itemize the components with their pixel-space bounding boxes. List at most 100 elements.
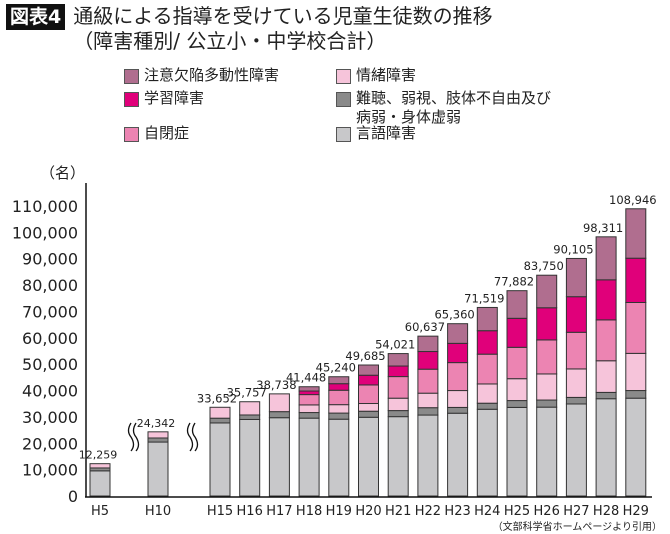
legend-label: 学習障害 [144,89,205,107]
total-label: 60,637 [405,320,445,334]
total-label: 35,757 [227,386,267,400]
legend-item-adhd: 注意欠陥多動性障害 [124,66,279,85]
x-tick-label: H17 [266,504,292,519]
bar-segment-H27-3 [565,331,587,370]
y-tick-label: 20,000 [22,434,78,453]
bar-segment-H28-5 [595,236,617,281]
bar-segment-H27-4 [565,296,587,333]
total-label: 12,259 [79,449,118,462]
bar-segment-H28-2 [595,360,617,393]
total-label: 65,360 [434,308,474,322]
bar-segment-H23-0 [447,412,469,497]
y-tick-label: 60,000 [22,329,78,348]
bar-segment-H16-1 [239,414,261,420]
legend-label-line1: 難聴、弱視、肢体不自由及び [356,89,552,107]
bar-segment-H22-3 [417,368,439,394]
bar-segment-H23-3 [447,362,469,392]
x-tick-label: H29 [623,504,649,519]
legend-swatch [336,127,351,142]
x-tick-label: H10 [145,504,171,519]
bar-segment-H22-5 [417,335,439,353]
bar-segment-H29-5 [625,208,647,259]
y-tick-label: 110,000 [12,197,78,216]
x-tick-label: H22 [415,504,441,519]
bar-segment-H25-4 [506,317,528,348]
bar-segment-H20-4 [358,374,379,386]
bar-segment-H26-0 [536,406,558,497]
x-tick-label: H28 [593,504,619,519]
legend: 注意欠陥多動性障害 情緒障害 学習障害 難聴、弱視、肢体不自由及び 病弱・身体虚弱… [124,66,604,156]
total-label: 71,519 [464,291,504,305]
bar-segment-H18-2 [298,404,320,414]
bar-segment-H24-4 [476,330,498,355]
legend-label: 言語障害 [356,124,417,142]
x-tick-label: H24 [474,504,500,519]
bar-segment-H26-5 [536,274,558,309]
bar-segment-H10-2 [147,431,169,439]
bar-segment-H20-3 [358,384,379,405]
bar-segment-H25-3 [506,346,528,380]
y-tick-label: 0 [68,487,78,506]
bar-segment-H29-2 [625,352,647,392]
total-label: 108,946 [609,193,657,207]
total-label: 41,448 [286,371,326,385]
bar-segment-H19-0 [328,418,350,497]
bar-segment-H18-0 [298,417,320,497]
total-label: 98,311 [583,221,623,235]
bar-segment-H28-1 [595,391,617,400]
legend-label: 情緒障害 [356,66,417,84]
chart-title: 図表4 通級による指導を受けている児童生徒数の推移 （障害種別/ 公立小・中学校… [6,4,493,54]
legend-label-line2: 病弱・身体虚弱 [356,108,462,126]
legend-label: 難聴、弱視、肢体不自由及び 病弱・身体虚弱 [356,89,551,127]
bar-segment-H24-3 [476,353,498,385]
bar-segment-H18-1 [298,412,320,419]
x-tick-label: H25 [504,504,530,519]
x-tick-label: H26 [534,504,560,519]
bar-segment-H24-5 [476,306,498,332]
legend-item-emotional: 情緒障害 [336,66,416,85]
total-label: 83,750 [524,259,564,273]
bar-segment-H25-1 [506,400,528,408]
legend-item-speech: 言語障害 [336,124,416,143]
total-label: 33,652 [197,391,237,405]
bar-segment-H17-0 [268,417,290,497]
legend-label: 自閉症 [144,124,190,142]
bar-segment-H25-5 [506,290,528,319]
bar-segment-H16-0 [239,418,261,497]
x-tick-label: H19 [326,504,352,519]
bar-segment-H10-1 [147,437,169,443]
bar-segment-H18-4 [298,390,320,396]
bar-segment-H20-1 [358,410,379,418]
x-tick-label: H16 [237,504,263,519]
bar-segment-H16-2 [239,401,261,416]
legend-swatch [336,92,351,107]
bar-segment-H25-0 [506,406,528,497]
y-tick-label: 50,000 [22,355,78,374]
y-tick-label: 90,000 [22,250,78,269]
total-label: 49,685 [345,349,385,363]
bar-segment-H5-0 [89,470,111,497]
y-tick-label: 40,000 [22,382,78,401]
axis-break-mark [127,422,135,452]
bar-segment-H15-0 [209,422,231,497]
bar-segment-H23-2 [447,390,469,408]
y-tick-label: 100,000 [12,223,78,242]
bar-segment-H29-0 [625,397,647,497]
bar-segment-H10-0 [147,441,169,497]
bar-segment-H21-3 [387,376,409,399]
y-tick-label: 80,000 [22,276,78,295]
bar-segment-H20-0 [358,416,379,497]
bar-segment-H24-2 [476,383,498,404]
bar-segment-H26-1 [536,399,558,408]
bar-segment-H23-1 [447,406,469,414]
bar-segment-H25-2 [506,378,528,402]
bar-segment-H17-1 [268,411,290,419]
bar-segment-H17-2 [268,393,290,413]
legend-swatch [336,69,351,84]
legend-swatch [124,69,139,84]
figure-badge: 図表4 [6,4,66,30]
x-tick-label: H21 [385,504,411,519]
bar-segment-H23-5 [447,323,469,344]
bar-segment-H22-2 [417,392,439,409]
total-label: 77,882 [494,275,534,289]
